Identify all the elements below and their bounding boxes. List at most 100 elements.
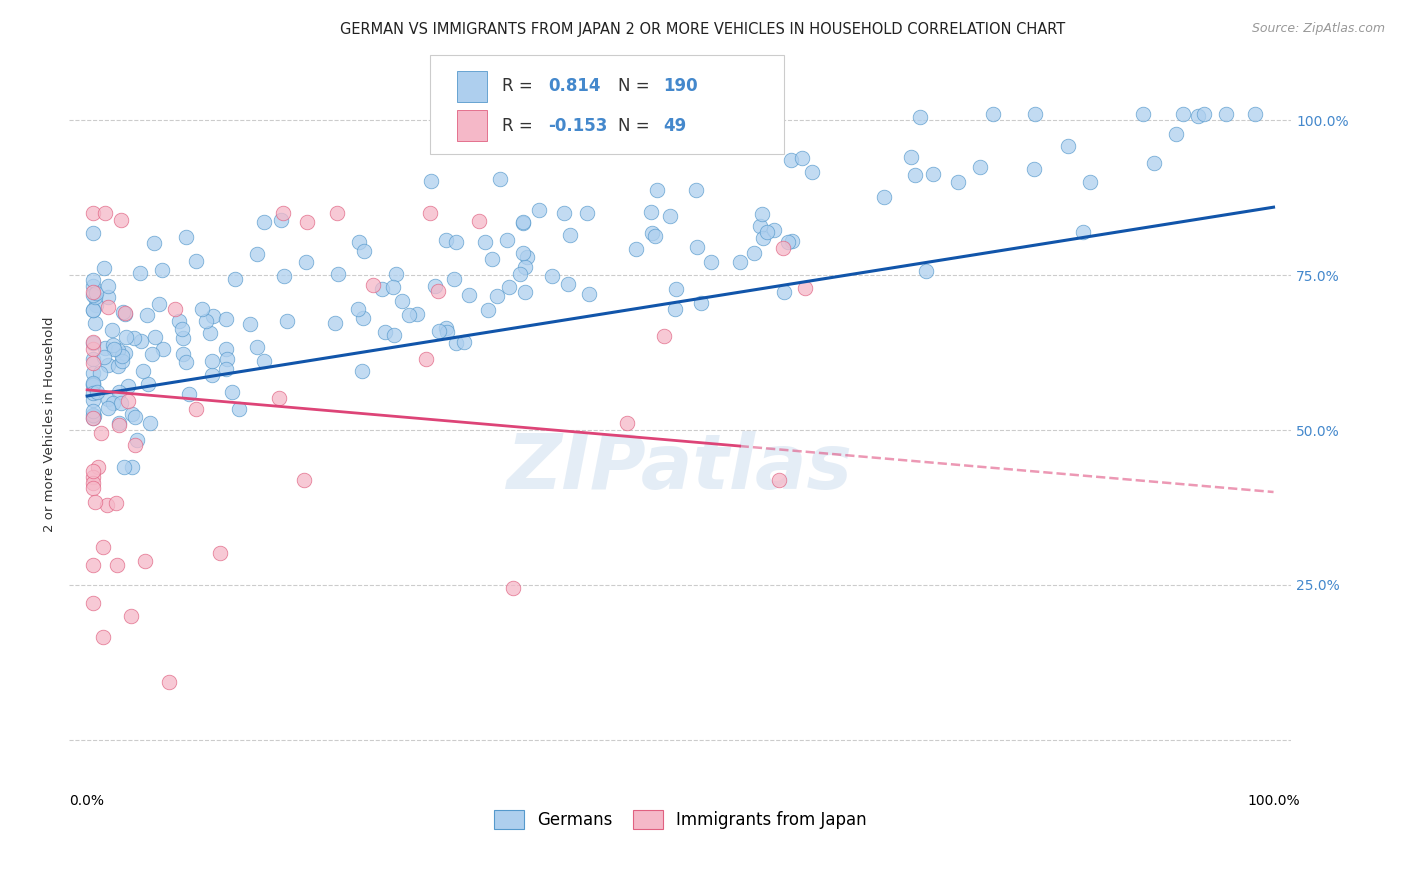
Point [195,314,218,328]
Point [215,362,238,376]
Point [443,272,465,286]
Point [780,234,803,248]
Point [904,169,927,183]
Point [107,343,129,357]
Point [82,475,104,490]
Point [82,481,104,495]
Point [82,410,104,425]
Point [174,229,197,244]
Point [129,334,152,349]
Point [616,416,638,430]
Point [772,241,794,255]
Point [108,416,131,430]
Point [457,288,479,302]
Point [93,350,115,364]
Point [172,322,194,336]
Point [246,340,269,354]
Point [152,262,174,277]
Point [641,226,664,240]
Point [700,255,723,269]
Point [97,279,120,293]
Point [323,316,346,330]
Y-axis label: 2 or more Vehicles in Household: 2 or more Vehicles in Household [44,316,56,532]
Point [115,330,138,344]
Point [167,313,190,327]
Point [776,235,799,249]
Point [120,609,142,624]
Point [541,269,564,284]
Point [512,216,534,230]
Point [645,183,668,197]
Point [117,393,139,408]
Point [946,176,969,190]
Point [418,206,440,220]
Point [273,268,295,283]
Point [114,306,136,320]
Point [382,279,405,293]
Point [184,401,207,416]
Point [112,460,135,475]
Point [297,215,319,229]
FancyBboxPatch shape [457,111,488,141]
Point [910,110,932,124]
Point [172,347,194,361]
Point [111,354,134,368]
Point [780,153,803,167]
Point [82,303,104,318]
Point [97,401,120,416]
Point [689,296,711,310]
Point [97,392,120,406]
Point [141,346,163,360]
Point [93,260,115,275]
Text: 49: 49 [664,117,686,135]
Point [82,404,104,418]
Legend: Germans, Immigrants from Japan: Germans, Immigrants from Japan [488,803,873,836]
Point [1071,225,1094,239]
Point [406,307,429,321]
Point [474,235,496,249]
Point [453,334,475,349]
Point [83,495,105,509]
Point [498,279,520,293]
Point [801,164,824,178]
Point [419,174,441,188]
Point [921,167,943,181]
Point [82,464,104,478]
Point [208,546,231,560]
Point [114,346,136,360]
Point [82,386,104,401]
Point [294,255,316,269]
Point [82,285,104,299]
Point [82,377,104,392]
Point [110,396,132,410]
Point [749,219,772,233]
Point [129,266,152,280]
Point [82,408,104,422]
Text: -0.153: -0.153 [548,117,607,135]
Point [217,351,239,366]
Point [792,151,814,165]
Point [82,334,104,349]
Point [578,287,600,301]
Point [426,284,449,298]
Point [981,107,1004,121]
Text: 0.814: 0.814 [548,78,600,95]
Point [87,460,110,475]
Point [276,314,298,328]
Point [768,473,790,487]
Point [1132,107,1154,121]
Point [914,264,936,278]
Point [82,302,104,317]
Point [742,246,765,260]
Point [82,376,104,390]
Point [434,320,457,334]
Point [1171,107,1194,121]
Point [142,235,165,250]
Point [664,302,686,317]
Text: 190: 190 [664,78,697,95]
Point [201,353,224,368]
Point [97,358,120,372]
Point [82,392,104,407]
Point [108,417,131,432]
Point [558,227,581,242]
